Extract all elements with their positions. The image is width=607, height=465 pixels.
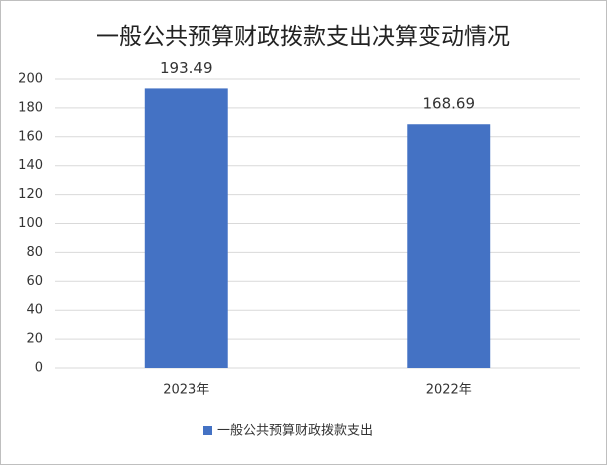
y-tick-label: 20 [26, 332, 43, 347]
y-tick-label: 140 [18, 158, 43, 173]
x-tick-label: 2023年 [163, 383, 209, 398]
data-label: 168.69 [423, 95, 476, 113]
chart-title: 一般公共预算财政拨款支出决算变动情况 [96, 24, 510, 50]
legend-swatch [203, 426, 212, 435]
y-tick-label: 160 [18, 129, 43, 144]
y-tick-label: 200 [18, 72, 43, 87]
legend-label: 一般公共预算财政拨款支出 [217, 423, 373, 439]
y-tick-label: 60 [26, 274, 43, 289]
y-tick-label: 180 [18, 100, 43, 115]
y-tick-label: 120 [18, 187, 43, 202]
x-tick-label: 2022年 [426, 383, 472, 398]
bar [144, 88, 228, 368]
bar [407, 124, 491, 368]
y-tick-label: 80 [26, 245, 43, 260]
data-label: 193.49 [160, 59, 213, 77]
y-tick-label: 0 [35, 361, 43, 376]
y-tick-label: 100 [18, 216, 43, 231]
y-tick-label: 40 [26, 303, 43, 318]
